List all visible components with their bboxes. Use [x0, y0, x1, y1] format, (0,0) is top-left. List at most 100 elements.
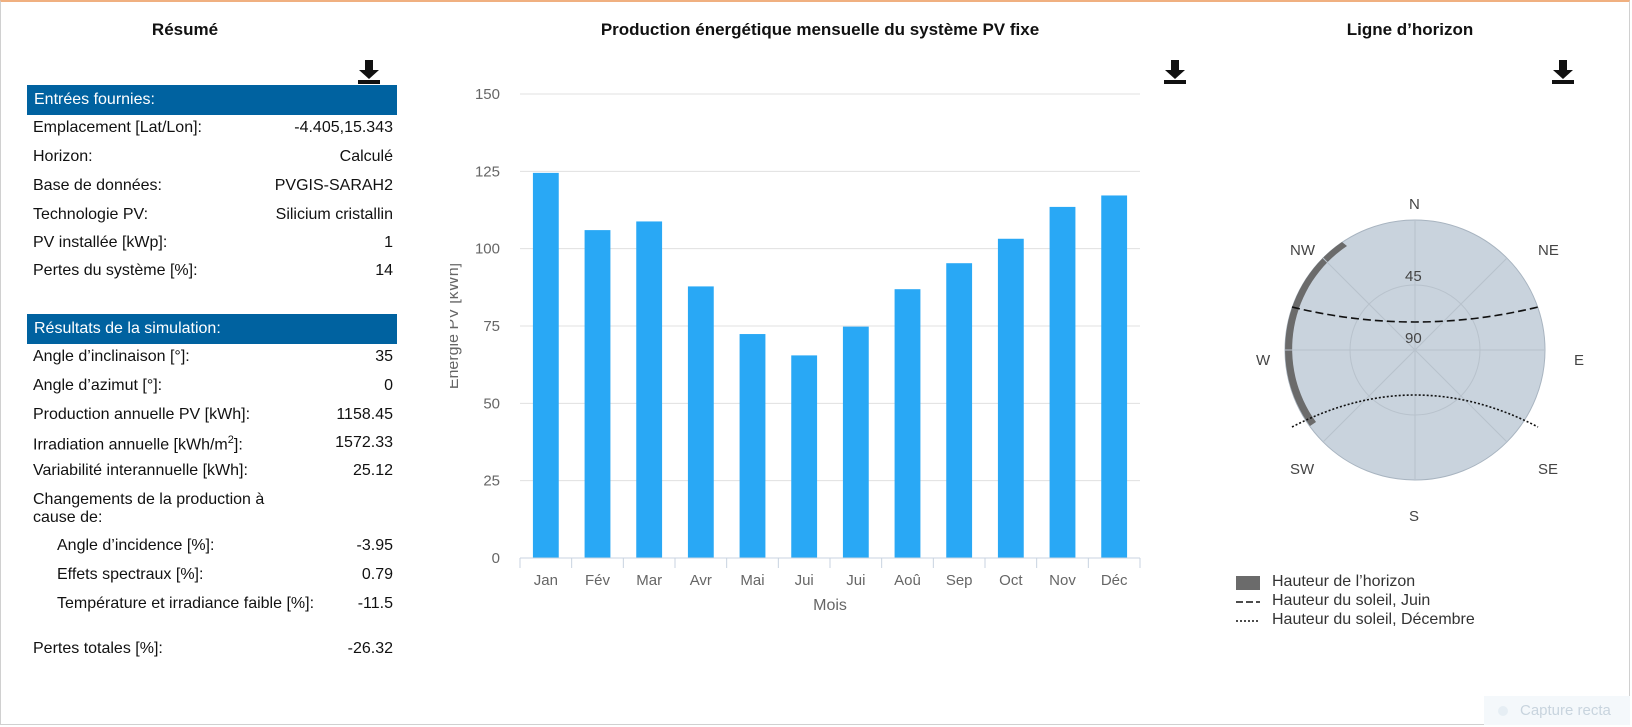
- legend-horizon: Hauteur de l’horizon: [1236, 573, 1416, 593]
- capture-overlay-button[interactable]: Capture recta: [1484, 696, 1630, 725]
- compass-w: W: [1256, 352, 1271, 369]
- summary-title: Résumé: [151, 20, 219, 39]
- result-value: 1158.45: [336, 406, 393, 423]
- bar: [997, 238, 1024, 558]
- result-label-end: ]:: [233, 436, 243, 454]
- change-row-spectral: Effets spectraux [%]: 0.79: [33, 566, 393, 588]
- legend-horizon-label: Hauteur de l’horizon: [1272, 573, 1416, 590]
- y-tick-label: 125: [475, 163, 500, 180]
- result-label: Variabilité interannuelle [kWh]:: [33, 462, 248, 479]
- bar: [687, 286, 714, 558]
- compass-n: N: [1409, 196, 1420, 213]
- legend-december-label: Hauteur du soleil, Décembre: [1272, 611, 1475, 628]
- x-tick-label: Jui: [795, 572, 814, 589]
- bar: [636, 221, 663, 559]
- horizon-download-icon[interactable]: [1550, 58, 1576, 86]
- compass-ne: NE: [1538, 242, 1559, 259]
- monthly-energy-chart: 0 25 50 75 100 125 150 Jan Fév Mar Avr Mai Jui Jui Ao…: [450, 86, 1141, 614]
- input-label: Base de données:: [33, 177, 162, 194]
- y-tick-label: 100: [475, 241, 500, 258]
- compass-e: E: [1574, 352, 1585, 369]
- x-tick-label: Aoû: [894, 572, 921, 589]
- capture-label: Capture recta: [1520, 702, 1611, 719]
- x-tick-label: Mar: [636, 572, 662, 589]
- total-losses-value: -26.32: [347, 640, 393, 657]
- total-losses-label: Pertes totales [%]:: [33, 640, 163, 657]
- bar: [739, 334, 766, 558]
- result-row-annual-irradiation: Irradiation annuelle [kWh/m2]: 1572.33: [33, 434, 393, 456]
- legend-december-swatch: [1236, 620, 1260, 622]
- y-tick-label: 50: [483, 395, 500, 412]
- bar: [791, 355, 818, 558]
- result-label: Production annuelle PV [kWh]:: [33, 406, 251, 423]
- result-label-main: Irradiation annuelle [kWh/m: [33, 436, 228, 454]
- compass-nw: NW: [1290, 242, 1315, 259]
- chart-y-axis-label: Énergie PV [kWh]: [450, 263, 462, 389]
- result-value: 1572.33: [335, 434, 393, 451]
- bar: [584, 230, 611, 558]
- result-label: Irradiation annuelle [kWh/m2]:: [33, 434, 243, 454]
- input-value: PVGIS-SARAH2: [274, 177, 393, 194]
- change-label: Angle d’incidence [%]:: [57, 537, 215, 554]
- bar: [894, 289, 921, 558]
- legend-horizon-swatch: [1236, 576, 1260, 590]
- change-row-incidence: Angle d’incidence [%]: -3.95: [33, 537, 393, 559]
- result-label: Angle d’azimut [°]:: [33, 377, 163, 394]
- input-label: Technologie PV:: [33, 206, 149, 223]
- horizon-polar-plot: 45 90: [1284, 219, 1546, 481]
- y-tick-label: 150: [475, 86, 500, 103]
- chart-y-ticks: 0 25 50 75 100 125 150: [475, 86, 500, 567]
- result-row-tilt: Angle d’inclinaison [°]: 35: [33, 348, 393, 370]
- input-row-pv-installed: PV installée [kWp]: 1: [33, 234, 393, 256]
- input-value: Calculé: [339, 148, 393, 165]
- input-row-horizon: Horizon: Calculé: [33, 148, 393, 170]
- chart-x-ticks: Jan Fév Mar Avr Mai Jui Jui Aoû Sep Oct Nov Déc: [519, 558, 1141, 589]
- input-value: 14: [375, 262, 393, 279]
- inputs-section-header: Entrées fournies:: [27, 85, 397, 115]
- june-sun-path: [1291, 306, 1539, 323]
- changes-label: Changements de la production à cause de:: [33, 491, 265, 526]
- x-tick-label: Nov: [1049, 572, 1076, 589]
- input-label: Pertes du système [%]:: [33, 262, 198, 279]
- x-tick-label: Jui: [846, 572, 865, 589]
- compass-sw: SW: [1290, 461, 1315, 478]
- x-tick-label: Fév: [585, 572, 611, 589]
- legend-june: Hauteur du soleil, Juin: [1236, 592, 1430, 612]
- x-tick-label: Jan: [534, 572, 558, 589]
- result-label: Angle d’inclinaison [°]:: [33, 348, 190, 365]
- input-row-database: Base de données: PVGIS-SARAH2: [33, 177, 393, 199]
- input-value: -4.405,15.343: [294, 119, 393, 136]
- change-value: 0.79: [361, 566, 393, 583]
- change-row-temperature: Température et irradiance faible [%]: -1…: [33, 595, 393, 635]
- compass-se: SE: [1538, 461, 1559, 478]
- result-row-azimuth: Angle d’azimut [°]: 0: [33, 377, 393, 399]
- input-label: Horizon:: [33, 148, 93, 165]
- bar: [1049, 206, 1076, 558]
- change-label: Température et irradiance faible [%]:: [57, 595, 315, 612]
- summary-download-icon[interactable]: [356, 58, 382, 86]
- x-tick-label: Oct: [999, 572, 1023, 589]
- result-value: 35: [375, 348, 393, 365]
- input-label: PV installée [kWp]:: [33, 234, 168, 251]
- ring-label-90: 90: [1405, 330, 1422, 347]
- chart-bars: [532, 172, 1128, 559]
- chart-download-icon[interactable]: [1162, 58, 1188, 86]
- result-value: 0: [384, 377, 393, 394]
- polar-spokes: [1285, 220, 1545, 480]
- total-losses-row: Pertes totales [%]: -26.32: [33, 640, 393, 662]
- x-tick-label: Mai: [740, 572, 764, 589]
- bar: [532, 172, 559, 558]
- horizon-title: Ligne d’horizon: [1346, 20, 1474, 39]
- change-value: -3.95: [356, 537, 393, 554]
- result-label-sup: 2: [227, 434, 234, 446]
- results-section-header: Résultats de la simulation:: [27, 314, 397, 344]
- chart-title: Production énergétique mensuelle du syst…: [600, 20, 1040, 39]
- change-value: -11.5: [357, 595, 393, 612]
- input-row-technology: Technologie PV: Silicium cristallin: [33, 206, 393, 228]
- bar: [1101, 195, 1128, 558]
- input-row-system-losses: Pertes du système [%]: 14: [33, 262, 393, 284]
- legend-december: Hauteur du soleil, Décembre: [1236, 611, 1475, 631]
- result-row-variability: Variabilité interannuelle [kWh]: 25.12: [33, 462, 393, 484]
- x-tick-label: Avr: [690, 572, 712, 589]
- bar: [842, 326, 869, 558]
